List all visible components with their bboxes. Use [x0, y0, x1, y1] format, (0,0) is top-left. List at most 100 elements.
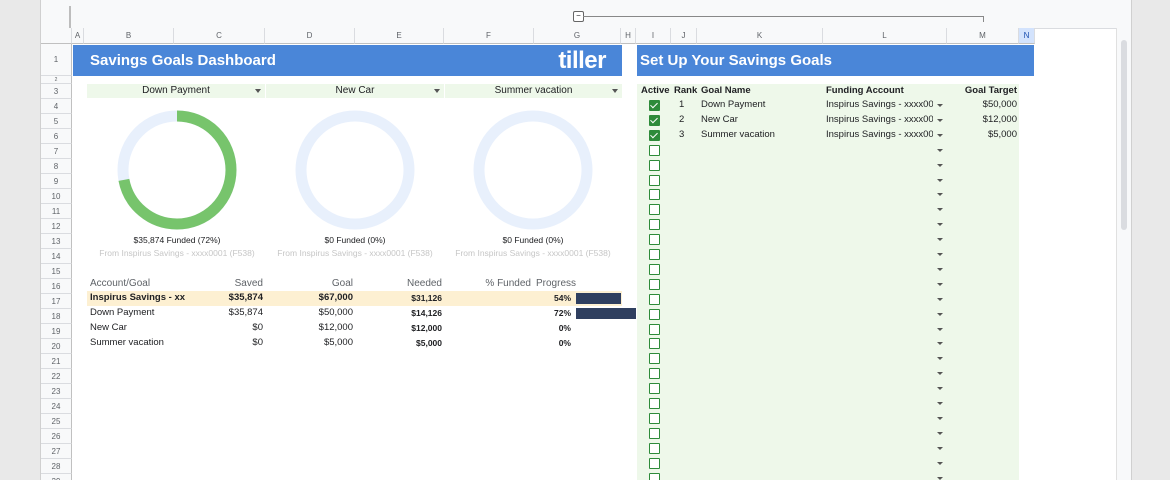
row-header[interactable]: 10: [41, 189, 72, 204]
row-header[interactable]: 13: [41, 234, 72, 249]
column-header[interactable]: K: [697, 28, 823, 44]
chevron-down-icon[interactable]: [937, 327, 943, 331]
chevron-down-icon[interactable]: [937, 416, 943, 420]
row-header[interactable]: 1: [41, 44, 72, 76]
row-header[interactable]: 14: [41, 249, 72, 264]
goal-name-cell[interactable]: Down Payment: [701, 99, 766, 110]
funding-account-cell[interactable]: Inspirus Savings - xxxx000: [826, 99, 933, 110]
chevron-down-icon[interactable]: [937, 104, 943, 107]
active-checkbox[interactable]: [649, 100, 660, 111]
chevron-down-icon[interactable]: [937, 387, 943, 391]
active-checkbox[interactable]: [649, 144, 660, 156]
column-header[interactable]: F: [444, 28, 534, 44]
row-header[interactable]: 24: [41, 399, 72, 414]
active-checkbox[interactable]: [649, 353, 660, 365]
chevron-down-icon[interactable]: [937, 163, 943, 167]
row-header[interactable]: 18: [41, 309, 72, 324]
freeze-handle[interactable]: [69, 6, 71, 28]
active-checkbox[interactable]: [649, 234, 660, 246]
active-checkbox[interactable]: [649, 204, 660, 216]
active-checkbox[interactable]: [649, 129, 660, 141]
column-header[interactable]: E: [355, 28, 444, 44]
funding-account-cell[interactable]: Inspirus Savings - xxxx000: [826, 113, 933, 125]
chevron-down-icon[interactable]: [937, 372, 943, 376]
column-header[interactable]: D: [265, 28, 355, 44]
chevron-down-icon[interactable]: [937, 342, 943, 346]
active-checkbox[interactable]: [649, 412, 660, 424]
chevron-down-icon[interactable]: [937, 461, 943, 465]
row-header[interactable]: 20: [41, 339, 72, 354]
chevron-down-icon[interactable]: [937, 193, 943, 197]
row-header[interactable]: 22: [41, 369, 72, 384]
goal-selector-1[interactable]: Down Payment: [87, 84, 265, 98]
active-checkbox[interactable]: [649, 114, 660, 126]
column-header[interactable]: C: [174, 28, 265, 44]
goal-target-cell[interactable]: $50,000: [982, 99, 1017, 110]
goal-name-cell[interactable]: Summer vacation: [701, 128, 775, 140]
row-header[interactable]: 29: [41, 474, 72, 480]
goal-selector-3[interactable]: Summer vacation: [445, 84, 622, 98]
column-header[interactable]: G: [534, 28, 621, 44]
chevron-down-icon[interactable]: [937, 223, 943, 227]
chevron-down-icon[interactable]: [937, 312, 943, 316]
active-checkbox[interactable]: [649, 323, 660, 335]
chevron-down-icon[interactable]: [937, 208, 943, 212]
active-checkbox[interactable]: [649, 457, 660, 469]
chevron-down-icon[interactable]: [937, 178, 943, 182]
column-header[interactable]: B: [84, 28, 174, 44]
active-checkbox[interactable]: [649, 159, 660, 171]
row-header[interactable]: 15: [41, 264, 72, 279]
active-checkbox[interactable]: [649, 442, 660, 454]
active-checkbox[interactable]: [649, 278, 660, 290]
chevron-down-icon[interactable]: [937, 476, 943, 480]
select-all-corner[interactable]: [41, 28, 72, 44]
vertical-scrollbar[interactable]: [1116, 28, 1131, 480]
row-header[interactable]: 19: [41, 324, 72, 339]
active-checkbox[interactable]: [649, 189, 660, 201]
chevron-down-icon[interactable]: [937, 148, 943, 152]
row-header[interactable]: 2: [41, 76, 72, 84]
active-checkbox[interactable]: [649, 338, 660, 350]
row-header[interactable]: 12: [41, 219, 72, 234]
chevron-down-icon[interactable]: [937, 431, 943, 435]
chevron-down-icon[interactable]: [937, 282, 943, 286]
active-checkbox[interactable]: [649, 263, 660, 275]
row-header[interactable]: 23: [41, 384, 72, 399]
active-checkbox[interactable]: [649, 427, 660, 439]
column-header[interactable]: J: [671, 28, 697, 44]
row-header[interactable]: 27: [41, 444, 72, 459]
goal-target-cell[interactable]: $12,000: [982, 113, 1017, 125]
chevron-down-icon[interactable]: [937, 267, 943, 271]
column-header[interactable]: A: [72, 28, 84, 44]
row-header[interactable]: 4: [41, 99, 72, 114]
row-header[interactable]: 8: [41, 159, 72, 174]
chevron-down-icon[interactable]: [937, 118, 943, 122]
row-header[interactable]: 9: [41, 174, 72, 189]
row-header[interactable]: 11: [41, 204, 72, 219]
chevron-down-icon[interactable]: [937, 253, 943, 256]
active-checkbox[interactable]: [649, 174, 660, 186]
chevron-down-icon[interactable]: [937, 446, 943, 450]
column-header[interactable]: H: [621, 28, 636, 44]
row-header[interactable]: 3: [41, 84, 72, 99]
active-checkbox[interactable]: [649, 383, 660, 395]
row-header[interactable]: 26: [41, 429, 72, 444]
column-header[interactable]: I: [636, 28, 671, 44]
row-header[interactable]: 21: [41, 354, 72, 369]
scrollbar-thumb[interactable]: [1121, 40, 1127, 230]
active-checkbox[interactable]: [649, 472, 660, 480]
active-checkbox[interactable]: [649, 368, 660, 380]
chevron-down-icon[interactable]: [937, 238, 943, 242]
column-header[interactable]: M: [947, 28, 1019, 44]
column-header[interactable]: N: [1019, 28, 1035, 44]
chevron-down-icon[interactable]: [937, 297, 943, 301]
row-header[interactable]: 7: [41, 144, 72, 159]
row-header[interactable]: 16: [41, 279, 72, 294]
chevron-down-icon[interactable]: [937, 402, 943, 405]
chevron-down-icon[interactable]: [937, 133, 943, 137]
active-checkbox[interactable]: [649, 293, 660, 305]
goal-target-cell[interactable]: $5,000: [987, 128, 1017, 140]
funding-account-cell[interactable]: Inspirus Savings - xxxx000: [826, 128, 933, 140]
row-header[interactable]: 6: [41, 129, 72, 144]
goal-selector-2[interactable]: New Car: [266, 84, 444, 98]
